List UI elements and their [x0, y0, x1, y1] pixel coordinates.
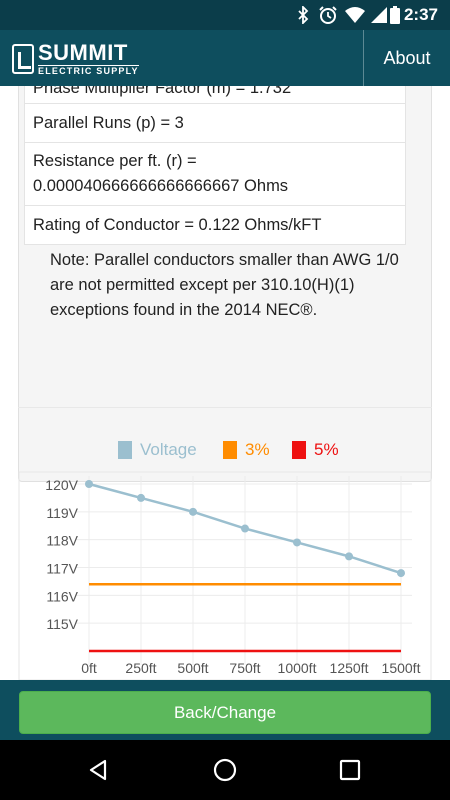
x-tick-label: 1500ft [382, 660, 421, 676]
voltage-point [189, 507, 197, 516]
logo-sub-text: ELECTRIC SUPPLY [38, 65, 139, 76]
x-tick-label: 1000ft [278, 660, 317, 676]
legend-label-3-percent: 3% [245, 440, 270, 459]
app-bar: SUMMIT ELECTRIC SUPPLY [0, 30, 450, 86]
legend-item-3-percent[interactable]: 3% [223, 438, 270, 462]
x-tick-label: 250ft [125, 660, 156, 676]
battery-icon [390, 0, 400, 30]
bottom-bar: Back/Change [0, 680, 450, 740]
y-tick-label: 120V [45, 477, 78, 493]
voltage-point [345, 552, 353, 561]
results-scroll-area[interactable]: Phase Multiplier Factor (m) = 1.732 Para… [0, 86, 450, 680]
section-divider [18, 407, 432, 408]
note-text: Note: Parallel conductors smaller than A… [50, 251, 399, 319]
result-row-line: Resistance per ft. (r) = [33, 152, 197, 170]
x-tick-label: 750ft [229, 660, 260, 676]
back-change-button[interactable]: Back/Change [19, 691, 431, 734]
x-tick-label: 0ft [81, 660, 97, 676]
recents-nav-icon[interactable] [330, 750, 370, 790]
alarm-icon [318, 0, 338, 30]
result-row-parallel-runs: Parallel Runs (p) = 3 [24, 103, 406, 143]
navigation-bar [0, 740, 450, 800]
bluetooth-icon [296, 0, 310, 30]
wifi-icon [344, 0, 366, 30]
legend-label-5-percent: 5% [314, 440, 339, 459]
chart-legend: Voltage 3% 5% [0, 438, 450, 462]
legend-item-voltage[interactable]: Voltage [118, 438, 197, 462]
logo-main-text: SUMMIT [38, 40, 128, 65]
back-nav-icon[interactable] [78, 750, 118, 790]
y-tick-label: 119V [46, 505, 78, 521]
status-time: 2:37 [403, 5, 438, 24]
home-nav-icon[interactable] [205, 750, 245, 790]
result-row-conductor-rating: Rating of Conductor = 0.122 Ohms/kFT [24, 205, 406, 245]
voltage-point [241, 524, 249, 533]
voltage-point [293, 538, 301, 547]
logo-mark-icon [12, 44, 34, 74]
summit-logo: SUMMIT ELECTRIC SUPPLY [12, 42, 139, 76]
chart-frame [18, 471, 432, 680]
y-tick-label: 117V [46, 561, 78, 577]
x-tick-label: 1250ft [330, 660, 369, 676]
about-button[interactable]: About [383, 47, 431, 68]
x-tick-label: 500ft [177, 660, 208, 676]
signal-icon [370, 0, 388, 30]
legend-swatch-5-percent [292, 441, 306, 459]
voltage-point [137, 493, 145, 502]
y-tick-label: 118V [46, 533, 78, 549]
y-tick-label: 116V [46, 588, 78, 604]
voltage-point [85, 480, 93, 488]
voltage-drop-chart: 120V 119V 118V 117V 116V 115V 0ft 250ft 500ft 750… [18, 471, 432, 680]
result-row-line: Phase Multiplier Factor (m) = 1.732 [33, 86, 292, 97]
result-row-resistance: Resistance per ft. (r) = 0.0000406666666… [24, 142, 406, 206]
legend-swatch-3-percent [223, 441, 237, 459]
status-bar: 2:37 [0, 0, 450, 30]
result-row-line: Rating of Conductor = 0.122 Ohms/kFT [33, 215, 322, 234]
voltage-point [397, 569, 405, 578]
result-row-line: Parallel Runs (p) = 3 [33, 113, 184, 132]
app-bar-divider [363, 30, 364, 86]
y-tick-label: 115V [46, 616, 78, 632]
legend-swatch-voltage [118, 441, 132, 459]
legend-item-5-percent[interactable]: 5% [292, 438, 339, 462]
legend-label-voltage: Voltage [140, 440, 197, 459]
result-row-line: 0.000040666666666666667 Ohms [33, 177, 289, 195]
